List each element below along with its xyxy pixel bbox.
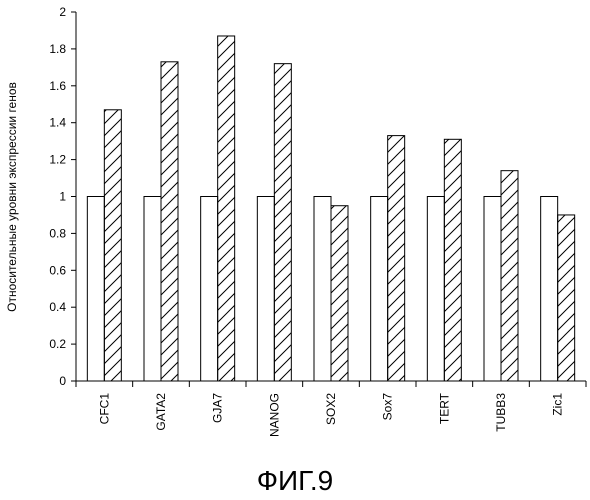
x-tick-label: NANOG (267, 393, 281, 437)
bar-white-nanog (257, 197, 274, 382)
y-tick-label: 0.6 (49, 263, 66, 277)
y-tick-label: 0.4 (49, 300, 66, 314)
bar-hatched-zic1 (558, 215, 575, 381)
x-tick-label: SOX2 (324, 393, 338, 425)
y-tick-label: 0.2 (49, 337, 66, 351)
y-tick-label: 1.8 (49, 42, 66, 56)
bar-white-tert (427, 197, 444, 382)
y-ticks-group: 0 0.2 0.4 0.6 0.8 1 1.2 1.4 1.6 1.8 2 (49, 5, 76, 388)
x-tick-label: Sox7 (381, 393, 395, 421)
y-tick-label: 2 (59, 5, 66, 19)
y-tick-label: 0.8 (49, 226, 66, 240)
x-ticks-group: CFC1 GATA2 GJA7 NANOG SOX2 Sox7 TERT TUBB3 Zic1 (76, 381, 586, 437)
x-tick-label: TUBB3 (494, 393, 508, 432)
bar-hatched-cfc1 (104, 110, 121, 381)
bar-white-zic1 (541, 197, 558, 382)
x-tick-label: GJA7 (211, 393, 225, 423)
x-tick-label: Zic1 (551, 393, 565, 416)
y-tick-label: 1.2 (49, 153, 66, 167)
x-tick-label: GATA2 (154, 393, 168, 431)
bar-hatched-sox7 (388, 136, 405, 381)
bar-hatched-tubb3 (501, 171, 518, 381)
bar-white-cfc1 (87, 197, 104, 382)
y-tick-label: 1 (59, 190, 66, 204)
bar-white-tubb3 (484, 197, 501, 382)
bar-hatched-gja7 (218, 36, 235, 381)
y-tick-label: 1.4 (49, 116, 66, 130)
x-tick-label: CFC1 (97, 393, 111, 425)
y-tick-label: 1.6 (49, 79, 66, 93)
bar-white-gja7 (201, 197, 218, 382)
y-axis-title: Относительные уровни экспрессии генов (5, 82, 19, 312)
y-tick-label: 0 (59, 374, 66, 388)
bar-hatched-sox2 (331, 206, 348, 381)
bar-hatched-nanog (274, 64, 291, 381)
bar-hatched-gata2 (161, 62, 178, 381)
bar-white-sox7 (371, 197, 388, 382)
bars-group (87, 36, 574, 381)
bar-hatched-tert (444, 139, 461, 381)
x-tick-label: TERT (437, 392, 451, 424)
figure-caption: ФИГ.9 (257, 465, 334, 496)
bar-white-sox2 (314, 197, 331, 382)
bar-white-gata2 (144, 197, 161, 382)
